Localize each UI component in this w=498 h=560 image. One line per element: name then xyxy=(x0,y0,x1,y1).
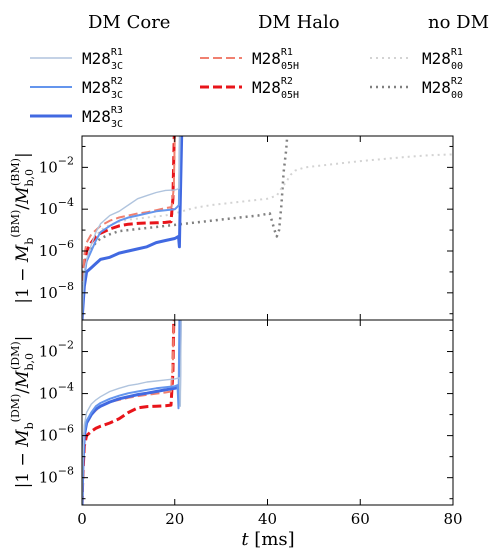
y-tick-label: 10−6 xyxy=(39,238,74,260)
series-line xyxy=(82,320,182,505)
y-tick-label: 10−2 xyxy=(39,339,74,361)
series-line xyxy=(82,136,176,320)
x-tick-label: 20 xyxy=(165,510,184,528)
panel-top: 10−8 10−6 10−4 10−2 |1 − Mb(BM)/Mb,0(BM)| xyxy=(9,135,454,321)
x-tick-label: 60 xyxy=(351,510,370,528)
plot-frame-top xyxy=(81,135,454,321)
x-tick-label: 0 xyxy=(77,510,87,528)
series-line xyxy=(82,320,176,505)
y-axis-label-bottom: |1 − Mb(DM)/Mb,0(DM)| xyxy=(9,336,36,489)
legend-entry-label: M28R2 00 xyxy=(422,76,463,101)
series-line xyxy=(82,136,181,320)
legend-entry-label: M28R1 00 xyxy=(422,47,463,72)
legend-group-title: DM Halo xyxy=(258,12,340,33)
y-tick-label: 10−4 xyxy=(39,381,74,403)
legend-entry-label: M28R1 3C xyxy=(82,47,123,72)
plot-frame-bottom xyxy=(81,319,454,506)
y-tick-label: 10−2 xyxy=(39,154,74,176)
series-line xyxy=(82,320,181,505)
series-line xyxy=(82,136,181,320)
y-axis-label-top: |1 − Mb(BM)/Mb,0(BM)| xyxy=(9,152,36,303)
legend-entry-label: M28R2 3C xyxy=(82,76,123,101)
panel-bottom: 10−8 10−6 10−4 10−2 0 20 40 60 80 |1 − Mb(DM)/M… xyxy=(9,136,463,550)
y-tick-label: 10−4 xyxy=(39,196,74,218)
y-tick-label: 10−8 xyxy=(39,465,74,487)
legend-entry-label: M28R2 05H xyxy=(252,76,299,101)
y-tick-label: 10−6 xyxy=(39,423,74,445)
series-line xyxy=(82,136,176,320)
legend-group-title: no DM xyxy=(428,12,489,33)
x-tick-label: 80 xyxy=(443,510,462,528)
y-tick-label: 10−8 xyxy=(39,280,74,302)
x-axis-label: t [ms] xyxy=(241,529,294,550)
series-line xyxy=(82,153,453,320)
legend: DM Core M28R1 3C M28R2 3C M28R3 3C DM Halo M28R1… xyxy=(30,12,489,130)
series-line xyxy=(82,136,184,320)
x-tick-label: 40 xyxy=(258,510,277,528)
legend-entry-label: M28R1 05H xyxy=(252,47,299,72)
legend-group-title: DM Core xyxy=(88,12,170,33)
legend-entry-label: M28R3 3C xyxy=(82,105,123,130)
